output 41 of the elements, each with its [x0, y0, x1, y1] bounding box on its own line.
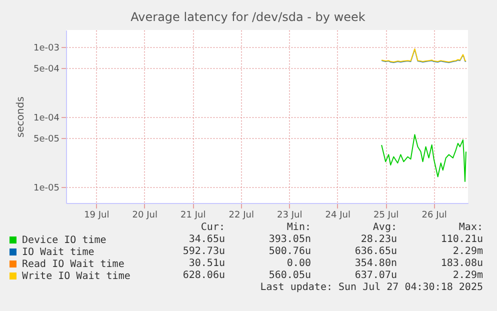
legend-label: Device IO time [22, 235, 106, 246]
text: Min: [286, 222, 311, 233]
y-tick-label: 5e-04 [34, 64, 60, 75]
text: 2.29m [452, 246, 483, 257]
text: 110.21u [440, 234, 483, 245]
text: 628.06u [182, 270, 225, 281]
y-axis-title: seconds [16, 96, 27, 138]
text: 354.80n [354, 258, 397, 269]
x-tick-label: 22 Jul [228, 210, 254, 220]
legend-label: Read IO Wait time [22, 259, 124, 270]
x-tick-label: 23 Jul [277, 210, 302, 220]
text: 0.00 [286, 258, 311, 269]
text: 393.05n [268, 234, 311, 245]
text: Avg: [372, 222, 397, 233]
text: 34.65u [188, 234, 225, 245]
x-tick-label: 20 Jul [132, 210, 158, 220]
text: Max: [458, 222, 483, 233]
text: Last update: Sun Jul 27 04:30:18 2025 [260, 282, 483, 293]
x-tick-label: 25 Jul [374, 210, 399, 220]
text: 636.65u [354, 246, 397, 257]
chart-title: Average latency for /dev/sda - by week [130, 10, 366, 24]
x-tick-label: 26 Jul [422, 210, 447, 220]
text: 183.08u [440, 258, 483, 269]
text: 592.73u [182, 246, 225, 257]
text: 560.05u [268, 270, 311, 281]
x-tick-label: 24 Jul [325, 210, 350, 220]
text: 500.76u [268, 246, 311, 257]
legend-label: Write IO Wait time [22, 271, 130, 282]
text: 28.23u [360, 234, 397, 245]
y-tick-label: 1e-04 [34, 113, 60, 124]
text: 30.51u [188, 258, 225, 269]
x-tick-label: 19 Jul [84, 210, 110, 220]
x-tick-label: 21 Jul [180, 210, 206, 220]
line-series [381, 134, 466, 182]
y-tick-label: 1e-05 [34, 183, 60, 194]
legend-label: IO Wait time [22, 247, 94, 258]
text: Cur: [200, 222, 225, 233]
y-tick-label: 1e-03 [34, 44, 60, 54]
text: 637.07u [354, 270, 397, 281]
y-tick-label: 5e-05 [34, 134, 60, 145]
text: 2.29m [452, 270, 483, 281]
